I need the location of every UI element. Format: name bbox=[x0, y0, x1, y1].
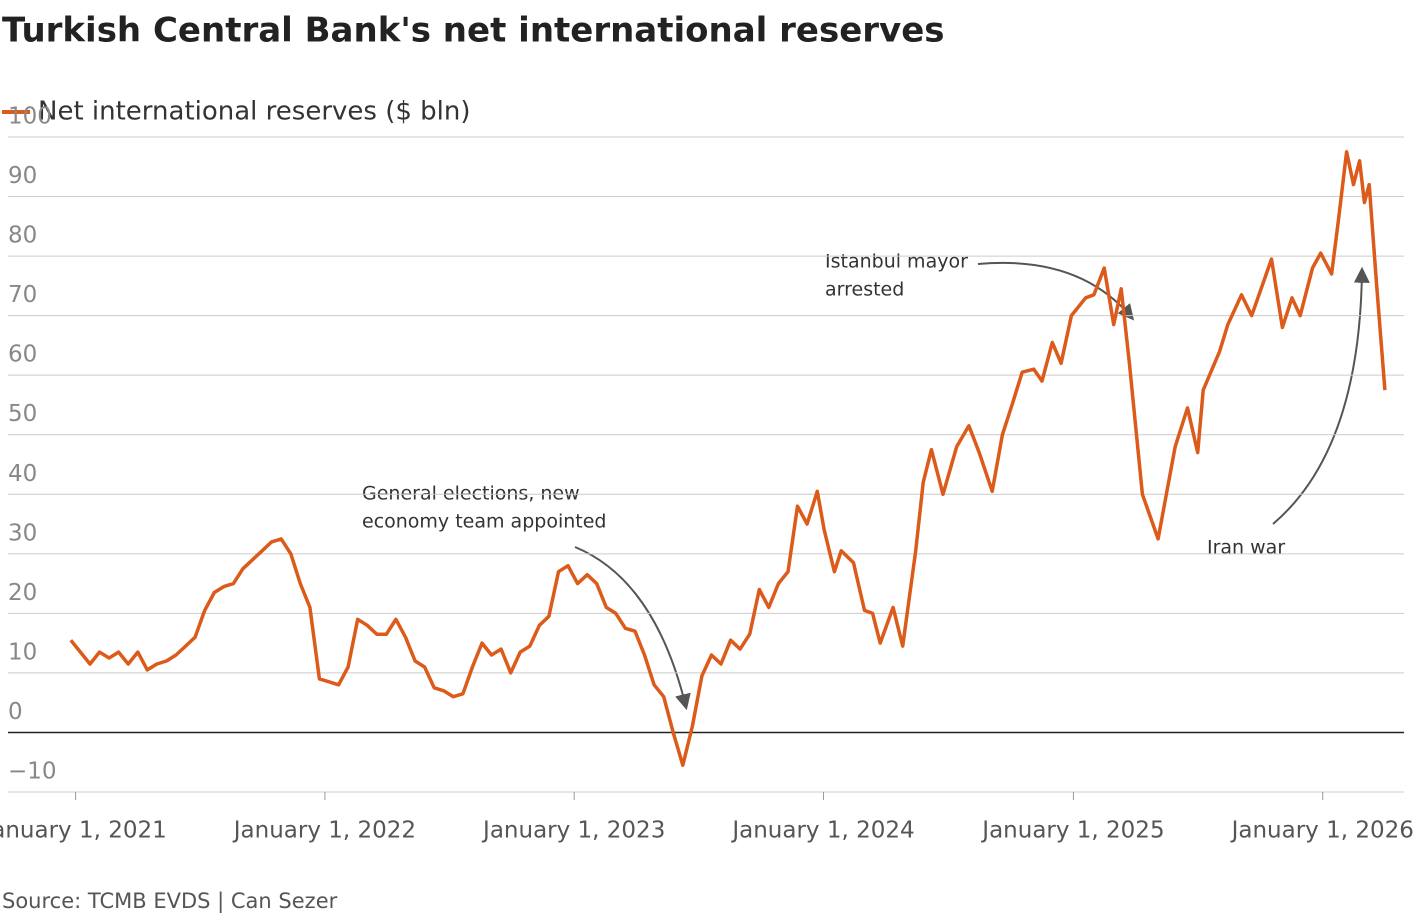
y-tick-label: 70 bbox=[8, 282, 37, 308]
annotation: Iran war bbox=[1207, 537, 1285, 559]
y-tick-label: 0 bbox=[8, 699, 23, 725]
x-tick-label: January 1, 2022 bbox=[232, 818, 416, 844]
annotation-arrow bbox=[574, 546, 691, 711]
y-tick-label: 10 bbox=[8, 639, 37, 665]
y-tick-label: 60 bbox=[8, 342, 37, 368]
x-tick-label: January 1, 2021 bbox=[0, 818, 167, 844]
annotation: arrested bbox=[825, 279, 904, 301]
y-tick-label: 90 bbox=[8, 163, 37, 189]
y-tick-label: 20 bbox=[8, 580, 37, 606]
x-tick-label: January 1, 2023 bbox=[481, 818, 665, 844]
y-tick-label: 30 bbox=[8, 520, 37, 546]
legend-label: Net international reserves ($ bln) bbox=[38, 97, 471, 127]
annotation: General elections, new bbox=[362, 483, 580, 505]
source: Source: TCMB EVDS | Can Sezer bbox=[2, 889, 338, 914]
chart-title: Turkish Central Bank's net international… bbox=[2, 11, 945, 51]
annotation: Istanbul mayor bbox=[825, 251, 968, 273]
annotation-arrow bbox=[1272, 266, 1370, 525]
x-tick-label: January 1, 2025 bbox=[980, 818, 1164, 844]
x-tick-label: January 1, 2024 bbox=[730, 818, 914, 844]
y-tick-label: −10 bbox=[8, 759, 57, 785]
x-tick-label: January 1, 2026 bbox=[1230, 818, 1414, 844]
y-tick-label: 40 bbox=[8, 461, 37, 487]
y-tick-label: 50 bbox=[8, 401, 37, 427]
y-tick-label: 100 bbox=[8, 104, 52, 130]
data-line bbox=[69, 150, 1387, 767]
annotation: economy team appointed bbox=[362, 511, 606, 533]
y-tick-label: 80 bbox=[8, 223, 37, 249]
